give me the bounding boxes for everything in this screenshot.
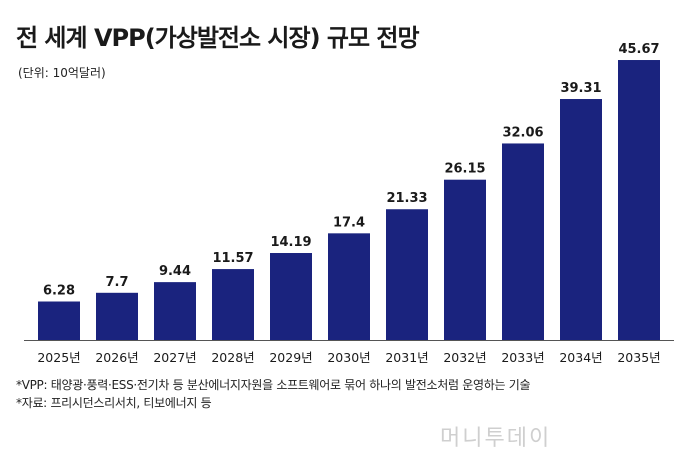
tick-label-10: 2035년: [617, 350, 660, 365]
bar-6: [386, 209, 428, 340]
bar-2: [154, 282, 196, 340]
data-label-6: 21.33: [386, 191, 427, 206]
unit-label: (단위: 10억달러): [18, 66, 106, 80]
tick-label-9: 2034년: [559, 350, 602, 365]
data-label-5: 17.4: [333, 215, 365, 230]
data-label-3: 11.57: [212, 251, 253, 266]
data-label-2: 9.44: [159, 264, 191, 279]
tick-label-5: 2030년: [327, 350, 370, 365]
bar-5: [328, 233, 370, 340]
bar-4: [270, 253, 312, 340]
data-label-7: 26.15: [444, 162, 485, 177]
tick-label-2: 2027년: [153, 350, 196, 365]
data-label-4: 14.19: [270, 235, 311, 250]
bar-chart: 6.28 2025년 7.7 2026년 9.44 2027년 11.57 2028년 14.1…: [24, 42, 674, 365]
tick-label-4: 2029년: [269, 350, 312, 365]
tick-label-7: 2032년: [443, 350, 486, 365]
tick-label-0: 2025년: [37, 350, 80, 365]
data-label-1: 7.7: [105, 275, 128, 290]
bar-7: [444, 179, 486, 340]
footnote-definition: *VPP: 태양광·풍력·ESS·전기차 등 분산에너지자원을 소프트웨어로 묶…: [16, 378, 531, 392]
bar-0: [38, 301, 80, 340]
bar-1: [96, 292, 138, 340]
tick-label-1: 2026년: [95, 350, 138, 365]
tick-label-3: 2028년: [211, 350, 254, 365]
bar-10: [618, 60, 660, 341]
bar-3: [212, 269, 254, 340]
watermark-logo: 머니투데이: [440, 426, 552, 451]
tick-label-6: 2031년: [385, 350, 428, 365]
footnotes: *VPP: 태양광·풍력·ESS·전기차 등 분산에너지자원을 소프트웨어로 묶…: [16, 376, 530, 412]
bar-8: [502, 143, 544, 340]
data-label-8: 32.06: [502, 125, 543, 140]
chart-title: 전 세계 VPP(가상발전소 시장) 규모 전망: [16, 24, 420, 52]
bar-9: [560, 99, 602, 341]
data-label-9: 39.31: [560, 81, 601, 96]
tick-label-8: 2033년: [501, 350, 544, 365]
data-label-10: 45.67: [618, 42, 659, 57]
data-label-0: 6.28: [43, 284, 75, 299]
footnote-source: *자료: 프리시던스리서치, 티보에너지 등: [16, 396, 212, 410]
